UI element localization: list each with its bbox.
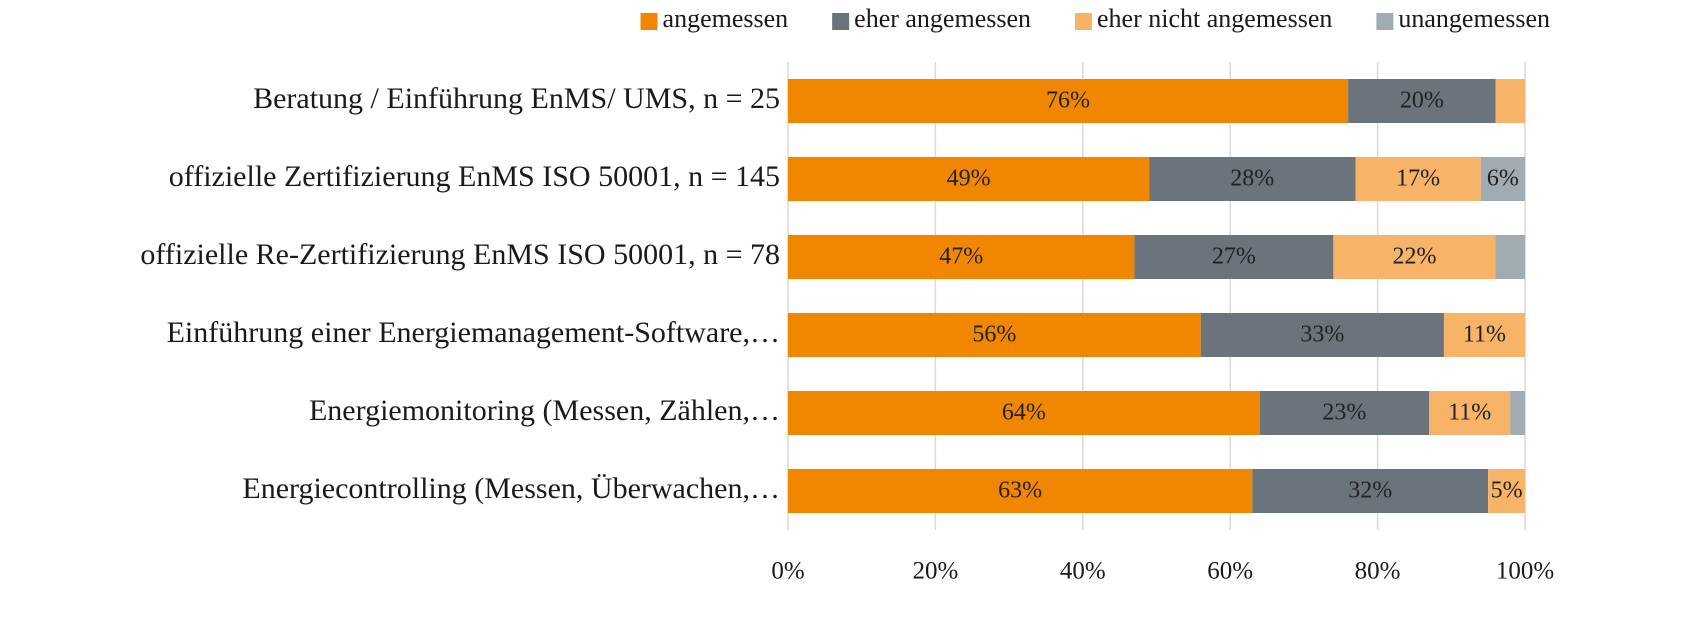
bar-segment xyxy=(1429,391,1511,435)
bar-segment xyxy=(1510,391,1525,435)
legend-label: unangemessen xyxy=(1398,4,1550,33)
bar-segment xyxy=(1495,235,1525,279)
x-tick-label: 100% xyxy=(1496,558,1554,585)
data-label: 32% xyxy=(1348,478,1392,504)
x-tick-label: 0% xyxy=(771,558,804,585)
data-label: 56% xyxy=(972,322,1016,348)
data-label: 17% xyxy=(1396,166,1440,192)
legend-label: eher nicht angemessen xyxy=(1097,4,1332,33)
x-tick-label: 60% xyxy=(1207,558,1253,585)
legend-swatch xyxy=(832,13,850,30)
bar-segment xyxy=(1495,79,1525,123)
bar-segment xyxy=(1252,469,1489,513)
data-label: 6% xyxy=(1487,166,1519,192)
y-tick-label: Einführung einer Energiemanagement-Softw… xyxy=(167,316,780,349)
bar-segment xyxy=(1333,235,1496,279)
data-label: 64% xyxy=(1002,400,1046,426)
bar-segment xyxy=(788,313,1201,357)
data-label: 11% xyxy=(1463,322,1506,348)
legend-swatch xyxy=(1075,13,1093,30)
bar-segment xyxy=(1488,469,1525,513)
legend-swatch xyxy=(640,13,658,30)
bar-segment xyxy=(1348,79,1496,123)
bar-segment xyxy=(1259,391,1430,435)
bar-segment xyxy=(788,469,1253,513)
x-tick-label: 20% xyxy=(912,558,958,585)
data-label: 28% xyxy=(1230,166,1274,192)
data-label: 33% xyxy=(1300,322,1344,348)
y-tick-label: Energiecontrolling (Messen, Überwachen,… xyxy=(242,472,780,505)
data-label: 63% xyxy=(998,478,1042,504)
y-tick-label: offizielle Zertifizierung EnMS ISO 50001… xyxy=(169,160,780,193)
y-tick-label: Energiemonitoring (Messen, Zählen,… xyxy=(309,394,780,427)
bar-segment xyxy=(788,235,1135,279)
legend-label: eher angemessen xyxy=(854,4,1031,33)
data-label: 23% xyxy=(1322,400,1366,426)
data-label: 5% xyxy=(1491,478,1523,504)
bar-segment xyxy=(788,79,1349,123)
x-tick-label: 40% xyxy=(1060,558,1106,585)
data-label: 11% xyxy=(1448,400,1491,426)
data-label: 76% xyxy=(1046,88,1090,114)
y-tick-label: offizielle Re-Zertifizierung EnMS ISO 50… xyxy=(140,238,780,271)
bar-segment xyxy=(1134,235,1334,279)
bar-segment xyxy=(788,391,1260,435)
data-label: 47% xyxy=(939,244,983,270)
data-label: 27% xyxy=(1212,244,1256,270)
bar-segment xyxy=(1443,313,1525,357)
data-label: 20% xyxy=(1400,88,1444,114)
y-tick-label: Beratung / Einführung EnMS/ UMS, n = 25 xyxy=(253,82,780,115)
legend-label: angemessen xyxy=(663,4,789,33)
bar-segment xyxy=(1200,313,1444,357)
bar-segment xyxy=(1355,157,1481,201)
bar-segment xyxy=(1149,157,1356,201)
x-tick-label: 80% xyxy=(1355,558,1401,585)
data-label: 49% xyxy=(947,166,991,192)
data-label: 22% xyxy=(1392,244,1436,270)
bar-segment xyxy=(788,157,1150,201)
bar-segment xyxy=(1480,157,1525,201)
legend-swatch xyxy=(1376,13,1394,30)
